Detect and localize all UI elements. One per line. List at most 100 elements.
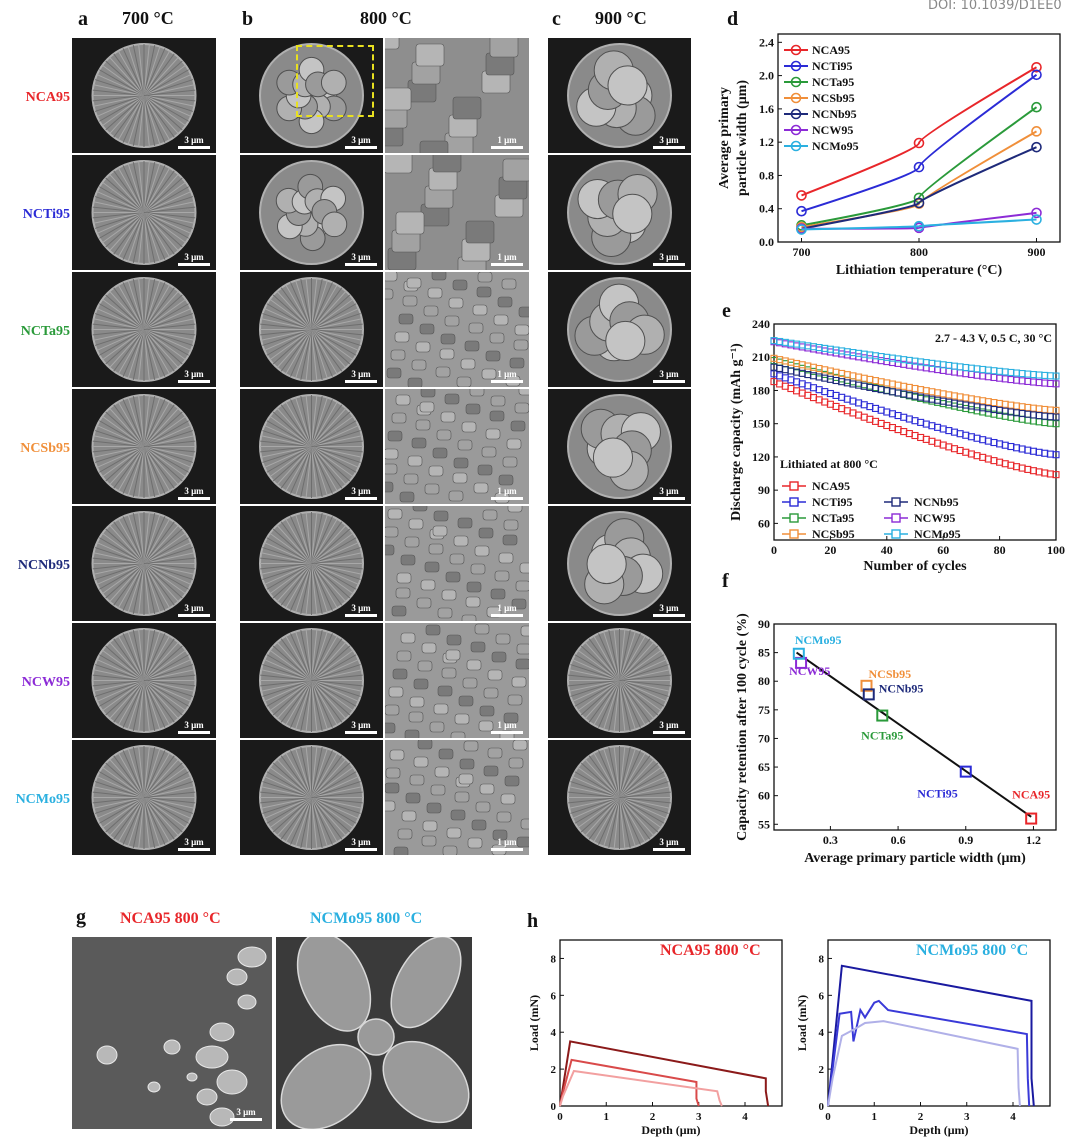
panel-label-f: f — [722, 570, 729, 592]
x-axis-label: Depth (μm) — [641, 1123, 700, 1137]
point-label-nca95: NCA95 — [1012, 788, 1050, 802]
data-point-ncnb95 — [862, 688, 875, 701]
data-point-nca95 — [913, 137, 925, 149]
panel-label-e: e — [722, 300, 731, 322]
x-tick-label: 900 — [1028, 245, 1046, 259]
x-axis-label: Depth (μm) — [909, 1123, 968, 1137]
data-point-ncsb95 — [1031, 126, 1042, 137]
y-axis-label: Average primary — [717, 87, 732, 189]
x-tick-label: 0.9 — [958, 833, 973, 847]
data-point-ncti95 — [959, 765, 972, 778]
sem-ncnb95-800a: 3 μm — [240, 506, 383, 621]
scalebar-text: 1 μm — [497, 369, 517, 379]
sample-label-ncmo95: NCMo95 — [15, 792, 70, 807]
sem-ncsb95-900: 3 μm — [548, 389, 691, 504]
sem-ncta95-900: 3 μm — [548, 272, 691, 387]
data-point-nca95 — [1025, 812, 1038, 825]
panel-label-g: g — [76, 906, 86, 928]
temp-900: 900 °C — [595, 8, 647, 28]
y-axis-label-line2: particle width (μm) — [735, 80, 750, 196]
y-axis-label: Load (mN) — [528, 995, 541, 1051]
y-tick-label: 150 — [752, 417, 770, 431]
panel-label-c: c — [552, 8, 561, 30]
y-tick-label: 180 — [752, 383, 770, 397]
data-point-ncta95 — [876, 709, 889, 722]
sem-ncti95-800b: 1 μm — [385, 155, 529, 270]
sem-ncta95-800a: 3 μm — [240, 272, 383, 387]
data-point-ncta95 — [1031, 101, 1042, 113]
scalebar-text: 3 μm — [184, 369, 204, 379]
x-tick-label: 1 — [604, 1111, 610, 1123]
x-tick-label: 1.2 — [1026, 833, 1041, 847]
sem-nca95-800a: 3 μm — [240, 38, 383, 153]
scalebar-text: 3 μm — [184, 486, 204, 496]
sem-ncw95-700: 3 μm — [72, 623, 216, 738]
legend-label-ncmo95: NCMo95 — [914, 527, 961, 541]
y-tick-label: 1.2 — [759, 135, 774, 149]
data-point-nca95 — [1031, 61, 1042, 73]
panel-label-h: h — [527, 910, 539, 932]
y-tick-label: 1.6 — [759, 102, 774, 116]
data-point-ncti95 — [1031, 69, 1042, 81]
sem-ncsb95-700: 3 μm — [72, 389, 216, 504]
y-tick-label: 6 — [551, 990, 557, 1002]
series-line-nca95 — [801, 66, 1038, 197]
scalebar-text: 1 μm — [497, 837, 517, 847]
data-point-ncnb95 — [913, 197, 925, 209]
scalebar-text: 1 μm — [497, 486, 517, 496]
legend-label-ncmo95: NCMo95 — [812, 139, 859, 153]
x-tick-label: 0 — [825, 1111, 831, 1123]
sem-ncw95-800b: 1 μm — [385, 623, 529, 738]
point-label-ncmo95: NCMo95 — [795, 633, 842, 647]
x-tick-label: 3 — [964, 1111, 970, 1123]
scalebar-text: 3 μm — [659, 720, 679, 730]
legend-marker-ncw95 — [790, 124, 802, 136]
point-label-ncsb95: NCSb95 — [868, 667, 911, 681]
y-tick-label: 85 — [758, 646, 770, 660]
temp-700: 700 °C — [122, 8, 174, 28]
y-tick-label: 75 — [758, 703, 770, 717]
y-tick-label: 210 — [752, 350, 770, 364]
scalebar-text: 3 μm — [659, 837, 679, 847]
sem-ncw95-800a: 3 μm — [240, 623, 383, 738]
scalebar-text: 3 μm — [351, 486, 371, 496]
sample-label-nca95: NCA95 — [25, 90, 70, 105]
sem-ncmo95-800a: 3 μm — [240, 740, 383, 855]
temp-800: 800 °C — [360, 8, 412, 28]
y-tick-label: 0 — [819, 1101, 825, 1113]
data-point-ncmo95 — [796, 224, 807, 235]
x-axis-label: Average primary particle width (μm) — [804, 851, 1026, 866]
sem-ncmo95-900: 3 μm — [548, 740, 691, 855]
sem-ncnb95-800b: 1 μm — [385, 506, 529, 621]
legend-label-ncti95: NCTi95 — [812, 495, 852, 509]
x-tick-label: 800 — [910, 245, 928, 259]
scalebar-text: 1 μm — [497, 603, 517, 613]
scalebar-text: 1 μm — [497, 135, 517, 145]
y-tick-label: 2 — [551, 1064, 557, 1076]
legend-label-ncta95: NCTa95 — [812, 511, 854, 525]
legend-label-nca95: NCA95 — [812, 479, 850, 493]
fit-line — [795, 651, 1032, 818]
x-tick-label: 40 — [881, 543, 893, 557]
y-axis-label: Capacity retention after 100 cycle (%) — [735, 613, 750, 841]
y-tick-label: 2.4 — [759, 35, 774, 49]
y-tick-label: 2 — [819, 1064, 825, 1076]
h-left-title: NCA95 800 °C — [660, 942, 761, 959]
sem-ncnb95-700: 3 μm — [72, 506, 216, 621]
y-tick-label: 8 — [819, 953, 825, 965]
sem-ncw95-900: 3 μm — [548, 623, 691, 738]
scalebar-text: 3 μm — [351, 603, 371, 613]
x-tick-label: 0.3 — [823, 833, 838, 847]
load-curve-curve3 — [559, 1069, 723, 1107]
x-tick-label: 60 — [937, 543, 949, 557]
sem-g-ncmo95 — [276, 937, 472, 1129]
scalebar-text: 3 μm — [659, 252, 679, 262]
sample-label-ncta95: NCTa95 — [20, 324, 70, 339]
data-point-ncti95 — [796, 205, 807, 217]
legend-marker-ncta95 — [789, 513, 799, 523]
x-tick-label: 4 — [742, 1111, 748, 1123]
h-right-title: NCMo95 800 °C — [916, 942, 1029, 959]
legend-label-ncti95: NCTi95 — [812, 59, 852, 73]
y-tick-label: 0 — [551, 1101, 557, 1113]
y-tick-label: 60 — [758, 516, 770, 530]
